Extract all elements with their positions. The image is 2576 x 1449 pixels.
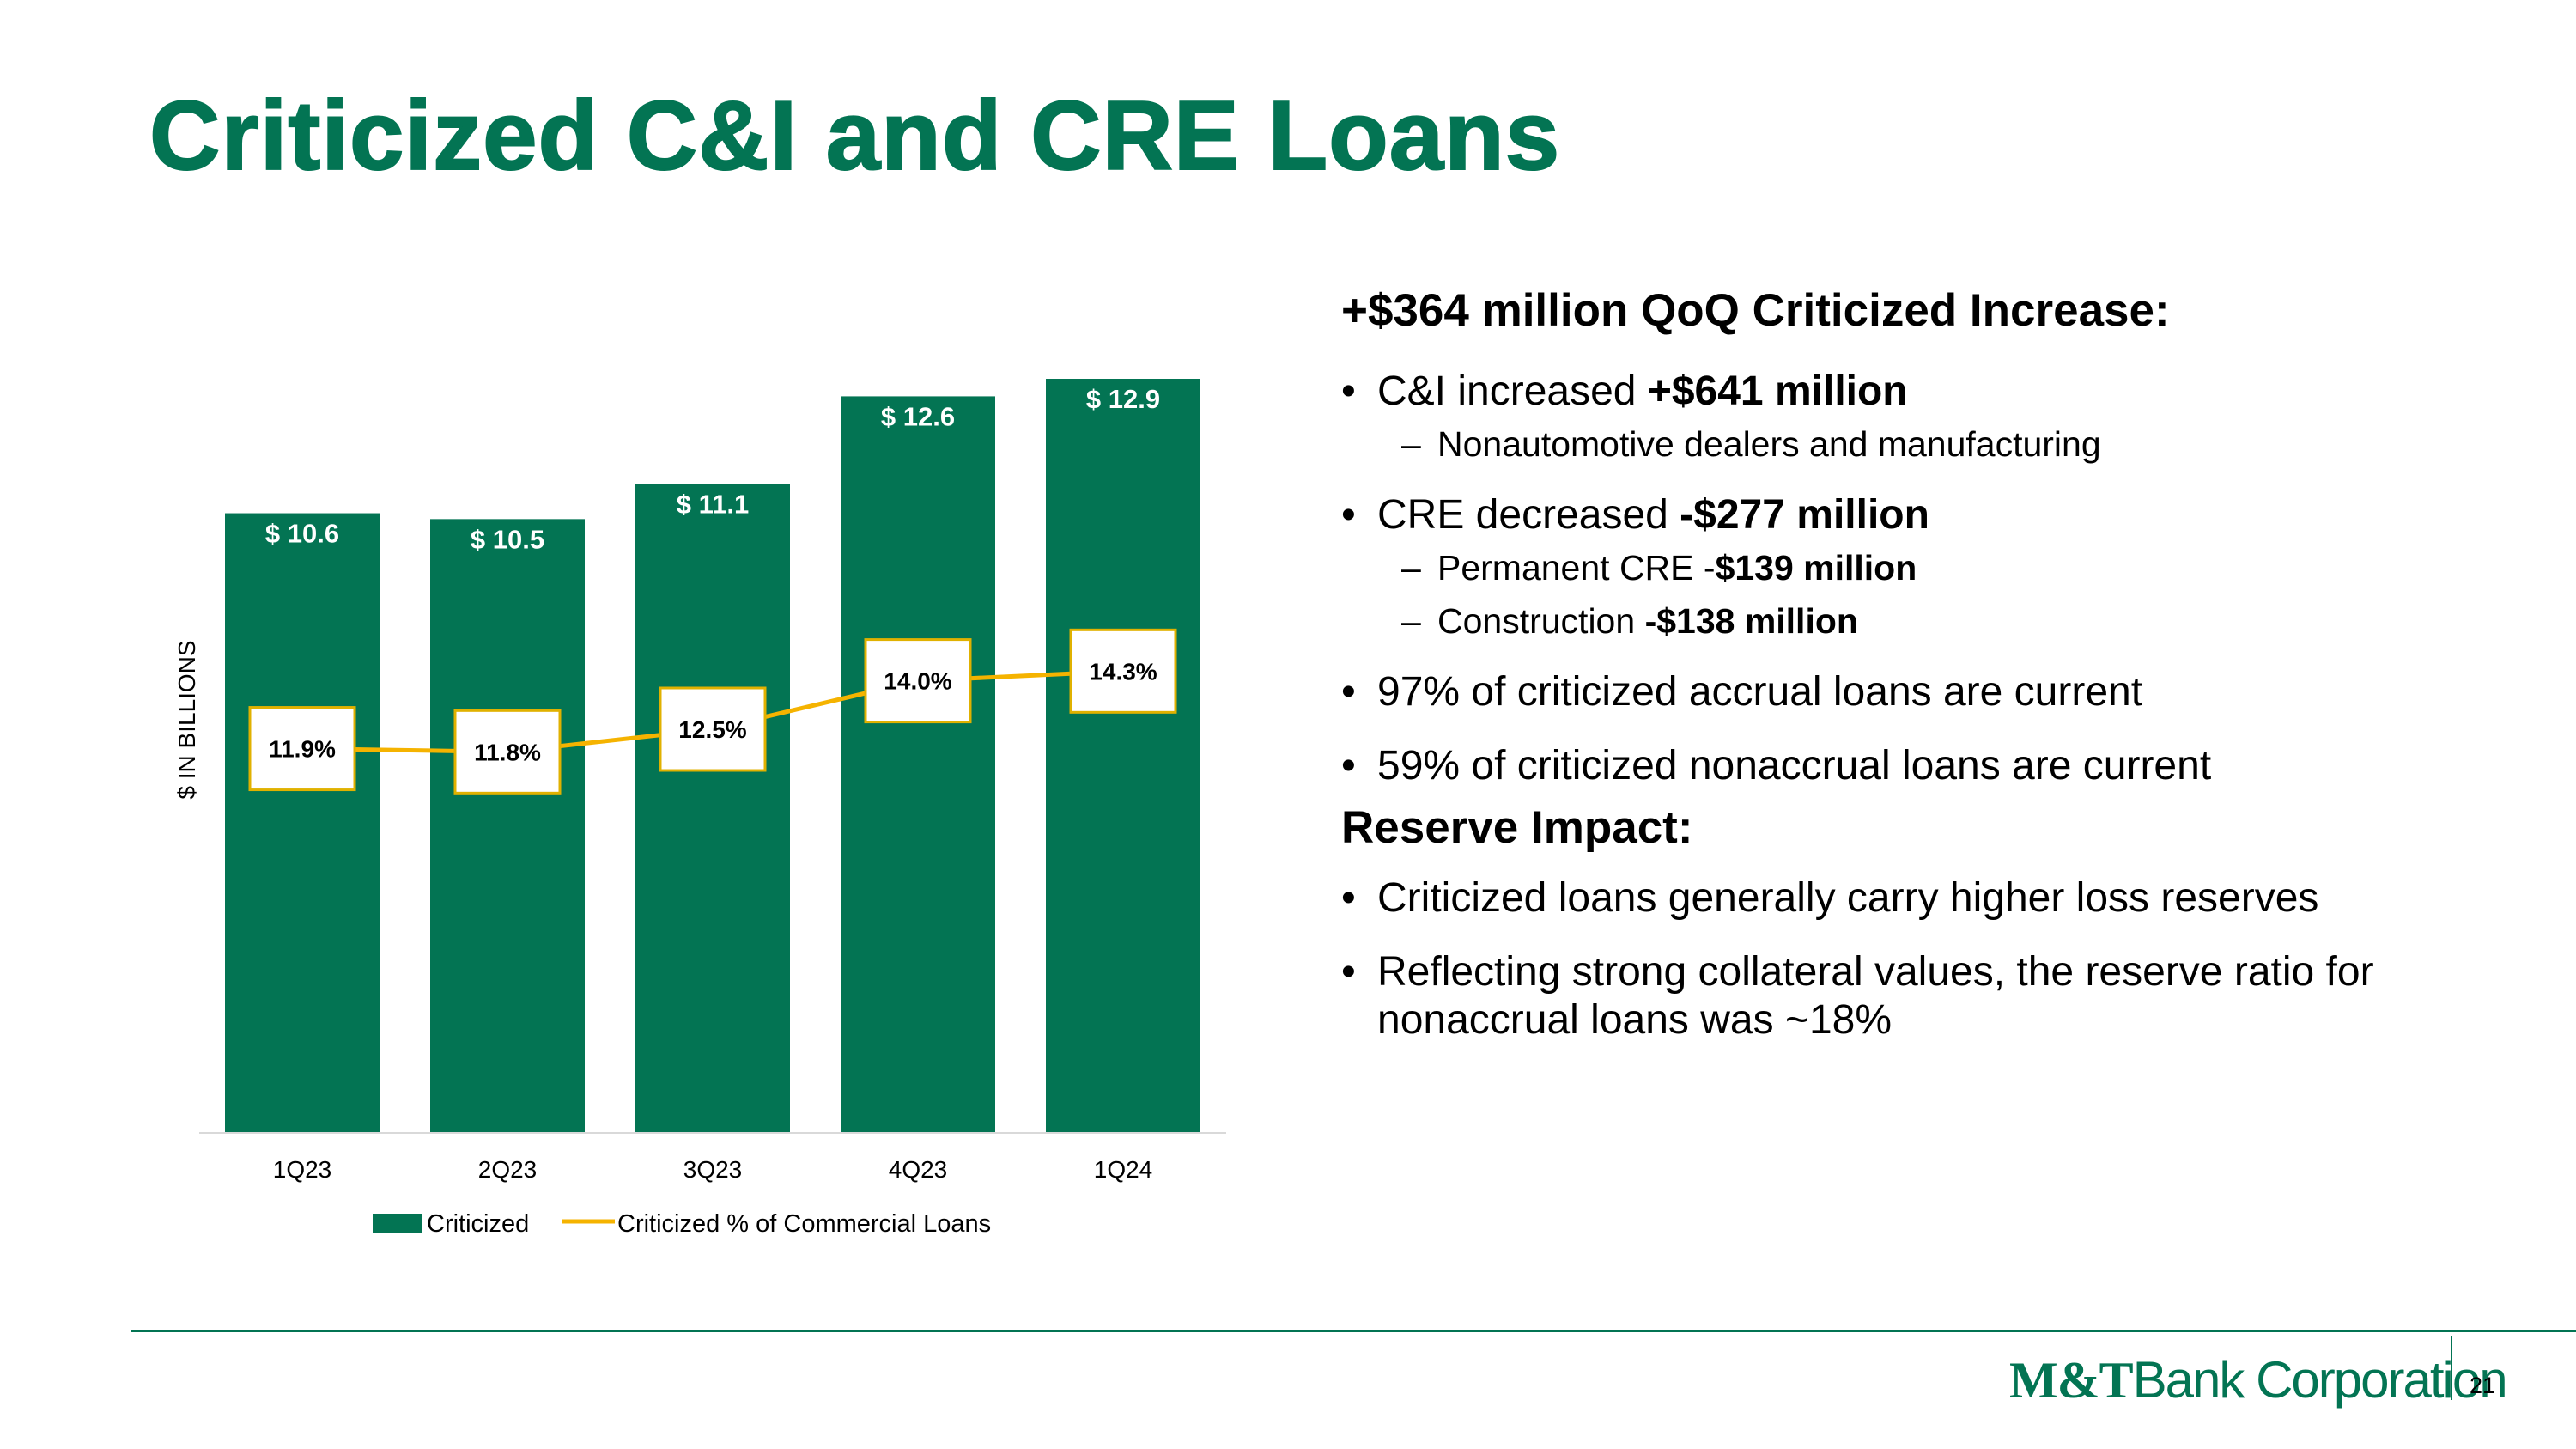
- bullet-cre-decrease: • CRE decreased -$277 million: [1341, 492, 1929, 538]
- bullet-nonaccrual-current: • 59% of criticized nonaccrual loans are…: [1341, 743, 2212, 788]
- y-axis-label: $ IN BILLIONS: [173, 640, 200, 799]
- bullet-icon: •: [1341, 492, 1356, 538]
- bullet-icon: •: [1341, 669, 1356, 715]
- sub-bullet-construction: – Construction -$138 million: [1401, 601, 1858, 641]
- bullet-icon: •: [1341, 368, 1356, 414]
- page-number: 21: [2470, 1373, 2496, 1398]
- logo-text: Bank Corporation: [2132, 1351, 2508, 1409]
- commentary-panel: +$364 million QoQ Criticized Increase: •…: [1341, 280, 2475, 1044]
- bar-value-label: $ 12.9: [1086, 384, 1160, 414]
- pct-point-4Q23: 14.0%: [864, 638, 972, 724]
- bullet-icon: •: [1341, 949, 1356, 995]
- page-title: Criticized C&I and CRE Loans: [149, 82, 1561, 191]
- x-tick-label: 1Q23: [273, 1156, 332, 1183]
- logo-mt: M&T: [2009, 1352, 2134, 1409]
- sub-bullet-nonautomotive: – Nonautomotive dealers and manufacturin…: [1401, 424, 2101, 464]
- bar-value-label: $ 12.6: [881, 401, 955, 431]
- bar-4Q23: [841, 396, 995, 1134]
- bar-3Q23: [635, 484, 790, 1133]
- x-tick-label: 1Q24: [1094, 1156, 1153, 1183]
- bar-value-label: $ 11.1: [677, 490, 749, 520]
- dash-icon: –: [1401, 601, 1421, 641]
- bar-value-label: $ 10.5: [471, 524, 544, 554]
- heading-criticized-increase: +$364 million QoQ Criticized Increase:: [1341, 285, 2170, 336]
- sub-bullet-permanent-cre: – Permanent CRE -$139 million: [1401, 548, 1917, 588]
- pct-label: 12.5%: [678, 716, 746, 743]
- pct-label-box: [659, 686, 767, 772]
- legend-swatch-criticized: [373, 1214, 422, 1233]
- bar-1Q24: [1046, 379, 1200, 1133]
- legend-label-criticized: Criticized: [427, 1210, 529, 1238]
- pct-label: 11.9%: [269, 736, 336, 763]
- mt-bank-logo: M&TBank Corporation: [2009, 1350, 2508, 1410]
- footer-divider: [131, 1330, 2576, 1332]
- pct-point-1Q23: 11.9%: [248, 706, 356, 792]
- bullet-accrual-current: • 97% of criticized accrual loans are cu…: [1341, 669, 2143, 715]
- bar-2Q23: [430, 519, 585, 1133]
- pct-label-box: [453, 709, 562, 795]
- bullet-loss-reserves: • Criticized loans generally carry highe…: [1341, 875, 2319, 921]
- legend-label-pct: Criticized % of Commercial Loans: [617, 1210, 991, 1238]
- bullet-ci-increase: • C&I increased +$641 million: [1341, 368, 1908, 414]
- dash-icon: –: [1401, 548, 1421, 588]
- pct-label: 14.0%: [884, 668, 951, 695]
- bullet-icon: •: [1341, 743, 1356, 788]
- bullet-reserve-ratio: • Reflecting strong collateral values, t…: [1341, 949, 2374, 1043]
- criticized-loans-chart: $ 10.6 $ 10.5 $ 11.1 $ 12.6 $ 12.9 11.9% 11.8…: [173, 379, 1226, 1238]
- x-tick-label: 4Q23: [889, 1156, 948, 1183]
- pct-label-box: [248, 706, 356, 792]
- pct-point-2Q23: 11.8%: [453, 709, 562, 795]
- pct-point-3Q23: 12.5%: [659, 686, 767, 772]
- pct-label: 11.8%: [474, 739, 541, 765]
- pct-label: 14.3%: [1089, 658, 1157, 685]
- page-number-divider: [2451, 1336, 2452, 1400]
- bar-value-label: $ 10.6: [265, 519, 339, 549]
- pct-label-box: [1069, 628, 1177, 714]
- pct-label-box: [864, 638, 972, 724]
- x-tick-label: 3Q23: [683, 1156, 743, 1183]
- heading-reserve-impact: Reserve Impact:: [1341, 802, 1693, 853]
- dash-icon: –: [1401, 424, 1421, 464]
- pct-point-1Q24: 14.3%: [1069, 628, 1177, 714]
- x-tick-label: 2Q23: [478, 1156, 538, 1183]
- bar-1Q23: [225, 513, 380, 1133]
- bullet-icon: •: [1341, 875, 1356, 921]
- chart-legend: Criticized Criticized % of Commercial Lo…: [373, 1210, 991, 1238]
